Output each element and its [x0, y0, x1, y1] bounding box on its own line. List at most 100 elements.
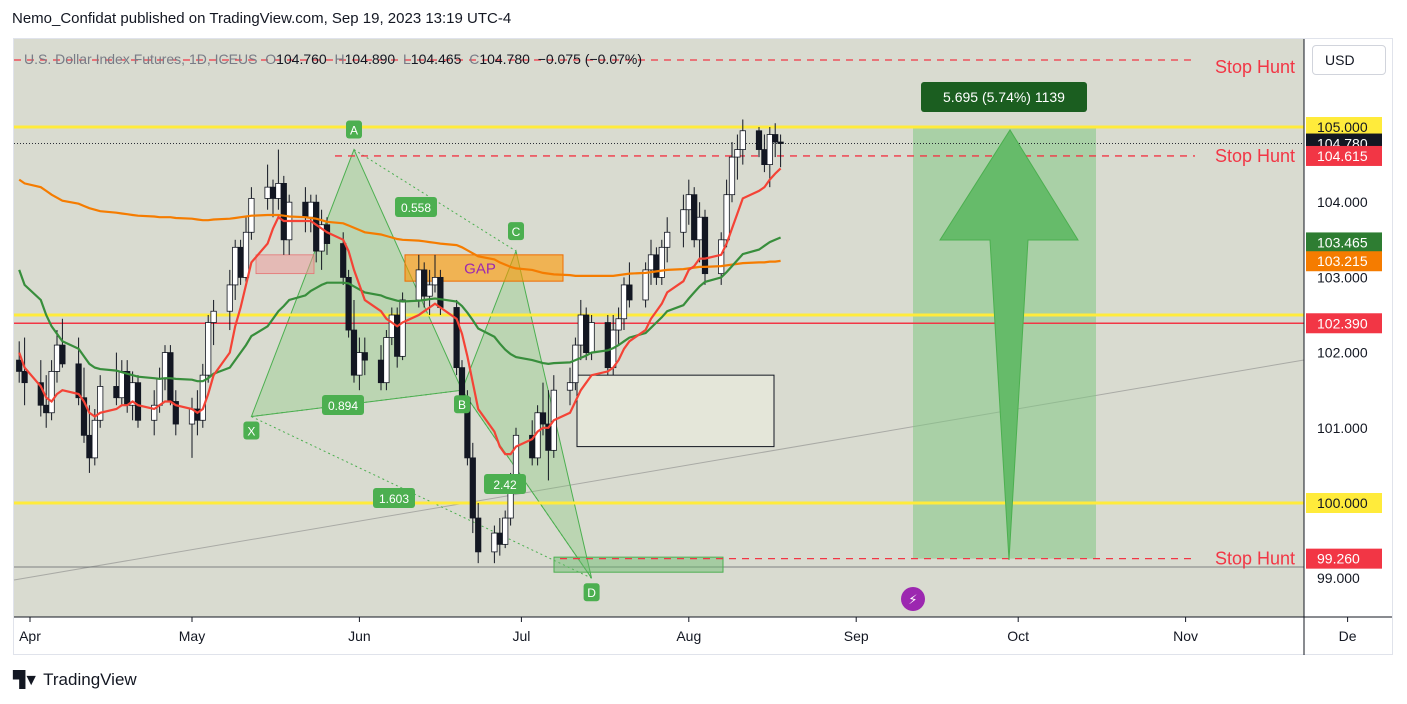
currency-button[interactable]: USD [1312, 45, 1386, 75]
pattern-point-label: C [512, 225, 521, 239]
candle-body [345, 276, 352, 331]
pattern-point-label: D [587, 586, 596, 600]
candle-body [766, 134, 773, 166]
symbol-name: U.S. Dollar Index Futures, 1D, ICEUS [24, 51, 258, 67]
candle-body [664, 231, 671, 248]
candle-body [75, 363, 82, 399]
candle-body [134, 382, 142, 421]
candle-body [151, 404, 158, 421]
price-label: 102.390 [1317, 315, 1368, 331]
candle-body [437, 276, 444, 308]
price-label: 103.465 [1317, 234, 1368, 250]
ema-red-line [18, 167, 782, 456]
candle-body [642, 269, 649, 301]
candle-body [43, 404, 50, 414]
candle-body [340, 243, 347, 278]
candle-body [264, 186, 271, 199]
candle-body [388, 314, 395, 338]
candle-body [647, 254, 655, 271]
candle-body [453, 307, 460, 369]
candle-body [167, 352, 174, 402]
candle-body [210, 310, 217, 323]
pattern-point-label: X [247, 425, 255, 439]
pattern-point-label: A [350, 124, 358, 138]
close-value: 104.780 [479, 51, 530, 67]
candle-body [80, 397, 88, 436]
consolidation-box [576, 374, 775, 448]
candle-body [620, 284, 628, 320]
pattern-point-marker [243, 421, 260, 440]
candle-body [572, 344, 579, 384]
candle-body [399, 299, 406, 357]
candle-body [723, 194, 730, 241]
candle-body [113, 386, 120, 399]
candle-body [59, 344, 66, 365]
candle-body [626, 284, 633, 301]
candle-body [361, 352, 368, 361]
candle-body [491, 532, 498, 553]
low-value: 104.465 [410, 51, 462, 67]
price-label-bg [1306, 251, 1382, 272]
candle-body [97, 386, 104, 421]
candle-body [242, 231, 250, 278]
bd-ratio-line [461, 389, 593, 579]
target-label: 5.695 (5.74%) 1139 [943, 89, 1065, 105]
pattern-point-marker [508, 222, 524, 241]
candle-body [426, 284, 433, 297]
candle-body [377, 359, 385, 384]
x-tick-label: Sep [844, 628, 869, 644]
price-label: 104.615 [1317, 148, 1368, 164]
price-label: 103.215 [1317, 253, 1368, 269]
x-tick-label: Jul [512, 628, 530, 644]
price-label-bg [1306, 493, 1382, 513]
pattern-point-marker [346, 120, 362, 139]
candle-body [86, 434, 93, 459]
candle-body [685, 194, 692, 211]
x-tick-label: Jun [348, 628, 371, 644]
candle-body [350, 329, 358, 376]
lightning-glyph: ⚡ [908, 593, 917, 608]
candle-body [156, 378, 163, 406]
ratio-label: 2.42 [493, 478, 517, 492]
candle-body [615, 318, 622, 331]
target-badge [921, 82, 1087, 112]
ratio-label: 0.894 [328, 399, 358, 413]
candle-body [302, 201, 309, 218]
candle-body [205, 322, 212, 376]
change-value: −0.075 (−0.07%) [537, 51, 642, 67]
y-tick-label: 104.000 [1317, 194, 1368, 210]
pattern-point-marker [454, 395, 470, 414]
x-tick-label: Aug [676, 628, 701, 644]
candle-body [502, 517, 509, 545]
ratio-marker [373, 488, 415, 508]
candle-body [680, 209, 687, 233]
ema-orange-line [18, 178, 781, 277]
candle-body [583, 314, 590, 353]
candle-body [118, 370, 125, 399]
candle-body [415, 269, 422, 301]
price-label: 99.260 [1317, 551, 1360, 567]
candle-body [512, 434, 520, 481]
price-label-bg [1306, 313, 1382, 334]
x-tick-label: May [179, 628, 205, 644]
y-tick-label: 102.000 [1317, 345, 1368, 361]
price-label: 105.000 [1317, 119, 1368, 135]
candle-body [280, 182, 287, 241]
candle-body [469, 457, 476, 519]
price-label-bg [1306, 548, 1382, 569]
ohlc-legend: U.S. Dollar Index Futures, 1D, ICEUS O10… [24, 51, 642, 67]
candle-body [475, 517, 482, 553]
tradingview-logo[interactable]: ▜▼ TradingView [13, 670, 137, 690]
pattern-point-label: B [458, 398, 466, 412]
stop-hunt-label: Stop Hunt [1215, 146, 1295, 166]
ratio-marker [484, 474, 526, 494]
candle-body [566, 382, 574, 391]
candle-body [356, 352, 363, 376]
ratio-marker [322, 395, 364, 415]
candle-body [226, 284, 233, 312]
candle-body [777, 141, 784, 144]
candle-body [701, 216, 709, 275]
price-label-bg [1306, 117, 1382, 137]
candle-body [696, 216, 703, 241]
